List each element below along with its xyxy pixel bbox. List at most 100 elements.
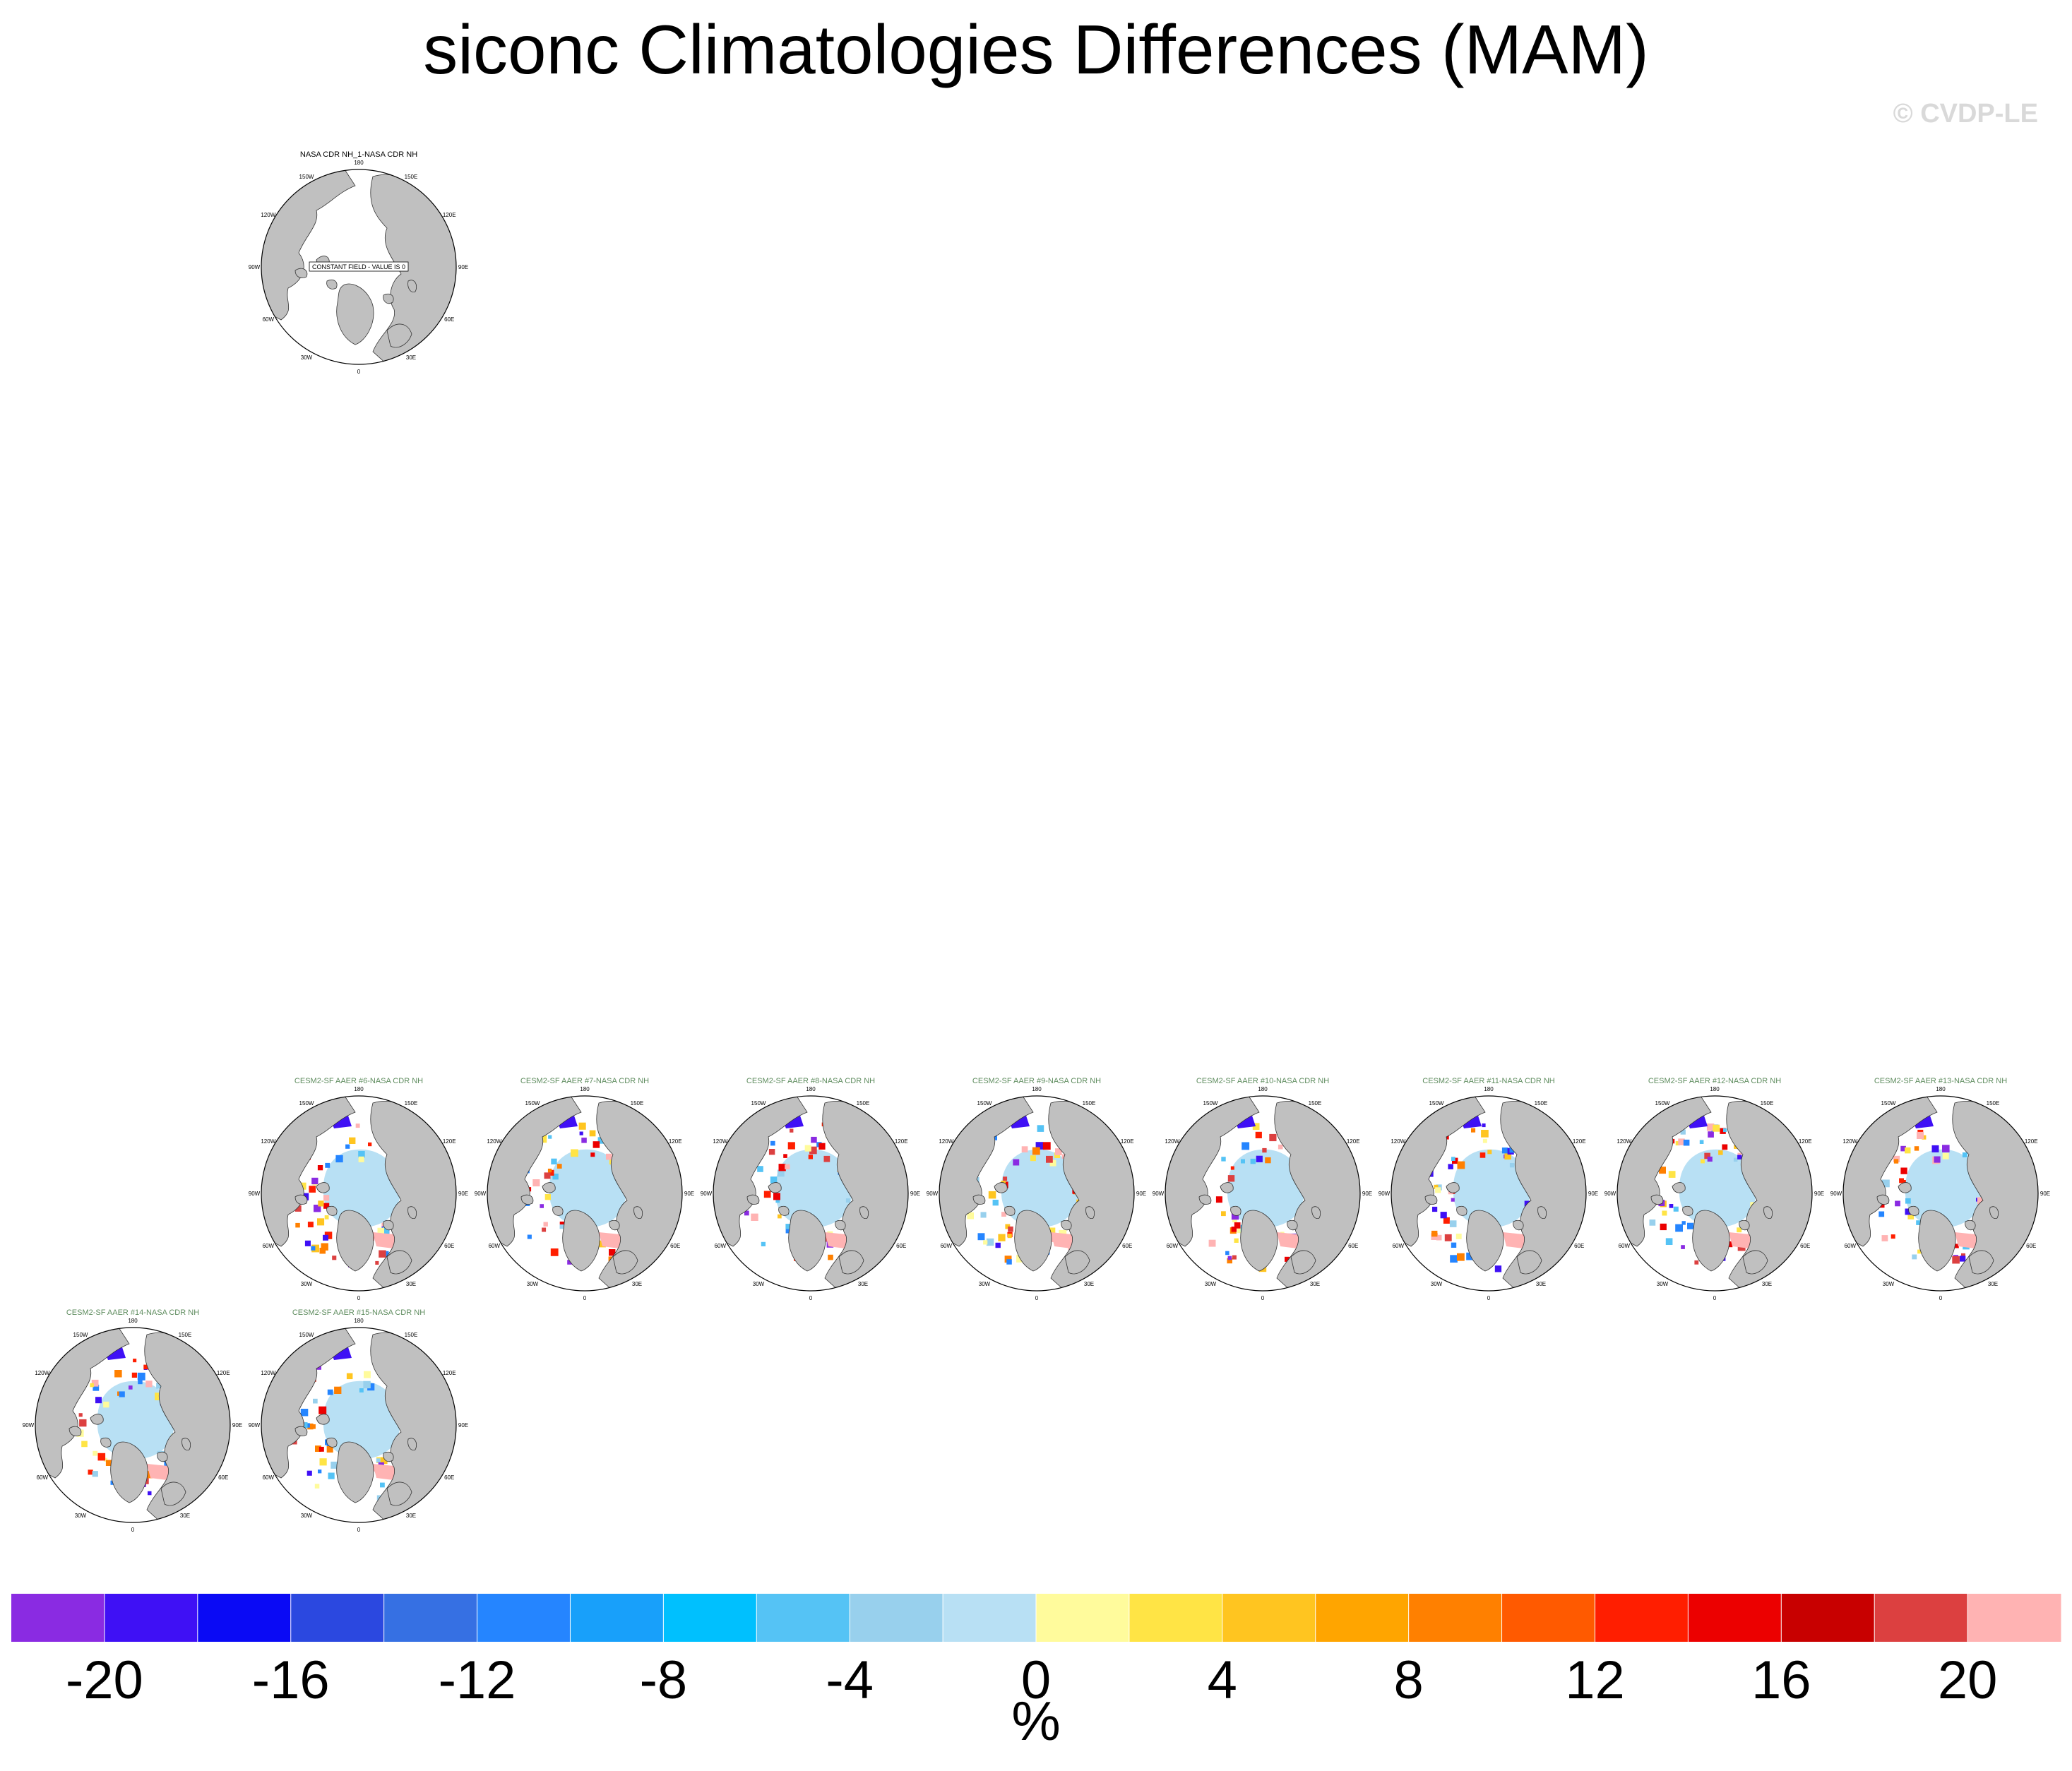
zero-diff-ice-region [1001, 1149, 1078, 1228]
land-outline [768, 1182, 782, 1193]
land-outline [1692, 1210, 1730, 1272]
land-outline [609, 1220, 620, 1231]
grid-cell [1952, 1256, 1960, 1264]
land-outline [1446, 1182, 1460, 1193]
grid-cell [967, 1212, 974, 1220]
grid-cell [1977, 1197, 1984, 1205]
panel-title: CESM2-SF AAER #9-NASA CDR NH [972, 1077, 1101, 1085]
longitude-label: 120E [443, 1138, 456, 1145]
grid-cell [1250, 1158, 1256, 1164]
colorbar-tick-label: -4 [826, 1650, 874, 1710]
grid-cell [1733, 1157, 1738, 1162]
constant-field-label: CONSTANT FIELD - VALUE IS 0 [312, 263, 405, 270]
longitude-label: 90W [249, 264, 261, 270]
longitude-label: 60W [1619, 1243, 1631, 1249]
grid-cell [380, 1482, 385, 1488]
grid-cell [294, 1205, 302, 1212]
grid-cell [326, 1446, 333, 1453]
grid-cell [145, 1470, 154, 1479]
grid-cell [1221, 1211, 1226, 1217]
map-border [939, 1095, 1135, 1292]
grid-cell [1905, 1208, 1912, 1215]
map-border [1391, 1095, 1587, 1292]
grid-cell [1042, 1142, 1051, 1150]
longitude-label: 180 [354, 1318, 364, 1324]
grid-cell [119, 1391, 125, 1397]
grid-cell [1665, 1238, 1673, 1245]
longitude-label: 150E [1309, 1100, 1322, 1107]
grid-cell [321, 1243, 328, 1251]
grid-cell [323, 1203, 330, 1209]
grid-cell [1882, 1179, 1890, 1188]
longitude-label: 60W [941, 1243, 953, 1249]
copyright-label: © CVDP-LE [1893, 99, 2038, 129]
grid-cell [1659, 1167, 1666, 1174]
grid-cell [319, 1458, 327, 1466]
grid-cell [1451, 1242, 1457, 1248]
grid-cell [1704, 1152, 1710, 1159]
grid-cell [1737, 1227, 1742, 1233]
grid-cell [1907, 1213, 1915, 1220]
grid-cell [1451, 1198, 1455, 1202]
longitude-label: 0 [1939, 1295, 1943, 1301]
grid-cell [1234, 1222, 1241, 1229]
grid-cell [103, 1457, 108, 1462]
land-outline [1198, 1194, 1212, 1205]
grid-cell [761, 1241, 766, 1246]
colorbar-swatch [850, 1594, 943, 1642]
panel-title: NASA CDR NH_1-NASA CDR NH [300, 150, 417, 159]
longitude-label: 60W [263, 1243, 275, 1249]
land-outline [1650, 1194, 1664, 1205]
longitude-label: 60E [1122, 1243, 1132, 1249]
grid-cell [1694, 1260, 1699, 1265]
grid-cell [1669, 1204, 1674, 1208]
longitude-label: 90W [249, 1191, 261, 1197]
map-border [261, 169, 457, 365]
grid-cell [1931, 1145, 1939, 1152]
grid-cell [1893, 1159, 1899, 1164]
grid-cell [998, 1234, 1006, 1241]
colorbar-swatch [663, 1594, 757, 1642]
colorbar-swatch [570, 1594, 664, 1642]
grid-cell [1706, 1123, 1715, 1131]
land-outline [1968, 1250, 1994, 1275]
longitude-label: 180 [1710, 1086, 1720, 1092]
longitude-label: 150E [857, 1100, 870, 1107]
zero-diff-ice-region [323, 1381, 400, 1460]
colorbar-swatch [1501, 1594, 1595, 1642]
grid-cell [578, 1122, 586, 1130]
colorbar-swatch [104, 1594, 198, 1642]
grid-cell [323, 1195, 330, 1201]
grid-cell [1899, 1178, 1904, 1183]
longitude-label: 30W [301, 1513, 313, 1519]
grid-cell [811, 1136, 817, 1143]
longitude-label: 90W [1379, 1191, 1391, 1197]
grid-cell [1914, 1146, 1919, 1151]
grid-cell [527, 1234, 532, 1239]
land-outline [562, 1210, 600, 1272]
longitude-label: 120E [443, 212, 456, 218]
grid-cell [543, 1222, 548, 1227]
longitude-label: 90W [475, 1191, 487, 1197]
grid-cell [1891, 1234, 1895, 1239]
grid-cell [1649, 1220, 1656, 1226]
longitude-label: 60E [444, 1474, 454, 1481]
longitude-label: 90W [249, 1422, 261, 1429]
colorbar-swatch [1315, 1594, 1410, 1642]
grid-cell [818, 1143, 826, 1150]
grid-cell [606, 1153, 612, 1160]
grid-cell [1227, 1175, 1235, 1182]
zero-diff-ice-region [549, 1149, 626, 1228]
grid-cell [1905, 1147, 1911, 1154]
grid-cell [1455, 1234, 1462, 1239]
grid-cell [92, 1471, 98, 1477]
longitude-label: 0 [1261, 1295, 1265, 1301]
grid-cell [1701, 1159, 1705, 1164]
longitude-label: 30E [1988, 1281, 1998, 1287]
colorbar-swatch [290, 1594, 385, 1642]
land-outline [1287, 1220, 1298, 1231]
grid-cell [133, 1359, 137, 1363]
grid-cell [1242, 1142, 1250, 1150]
grid-cell [1451, 1157, 1455, 1161]
